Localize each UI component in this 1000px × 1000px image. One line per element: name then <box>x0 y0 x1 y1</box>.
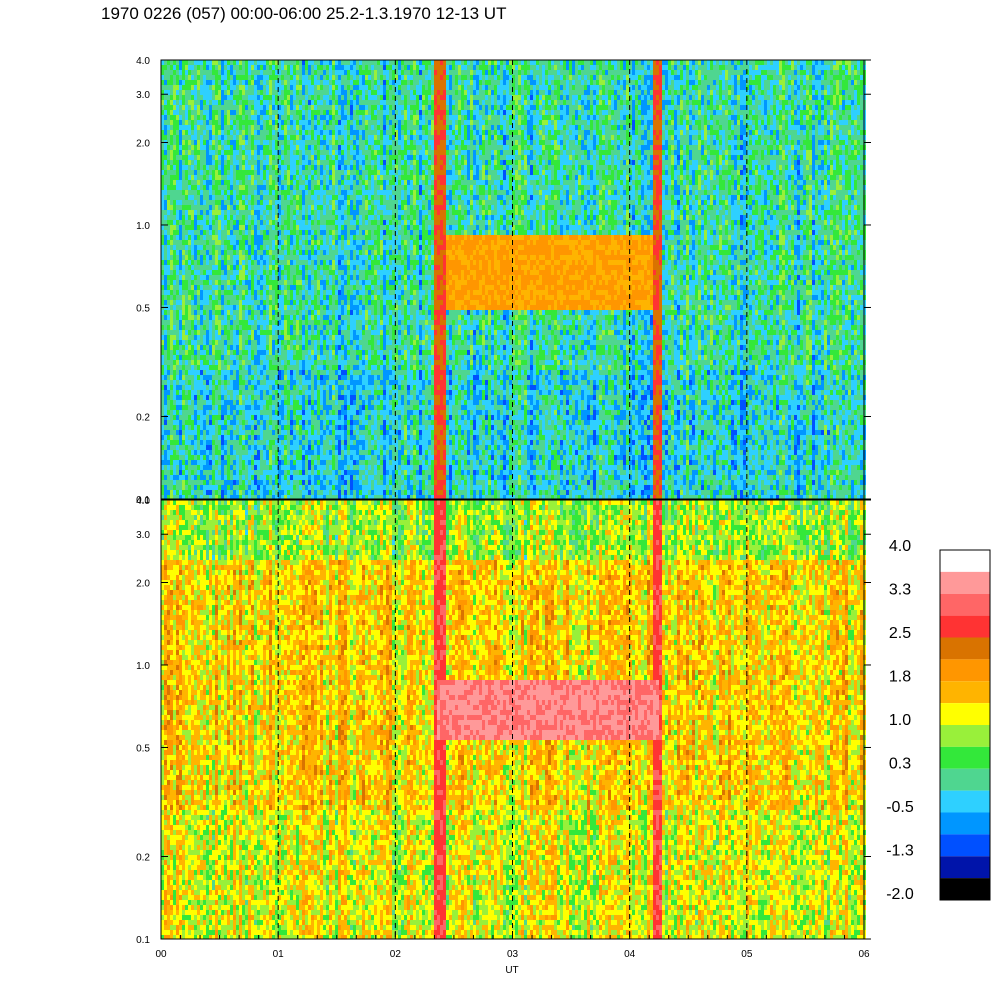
colorbar-label: 2.5 <box>889 625 911 642</box>
y-tick-label: 3.0 <box>136 90 150 101</box>
colorbar-segment <box>940 550 990 572</box>
colorbar-segment <box>940 571 990 594</box>
colorbar-label: -1.3 <box>886 843 914 860</box>
colorbar-label: 4.0 <box>889 538 911 555</box>
x-axis-label: UT <box>505 965 518 976</box>
colorbar-segment <box>940 681 990 704</box>
spectrogram-panels <box>161 60 866 939</box>
colorbar-label: -2.0 <box>886 886 914 903</box>
colorbar-frame <box>939 549 991 901</box>
spectrogram-panel-bottom <box>161 500 866 939</box>
y-tick-label: 0.2 <box>136 413 150 424</box>
colorbar-label: 1.0 <box>889 712 911 729</box>
colorbar: 4.0 3.3 2.5 1.8 1.0 0.3 -0.5 -1.3 -2.0 <box>886 538 991 903</box>
colorbar-segment <box>940 878 990 900</box>
x-tick-label: 01 <box>273 949 285 960</box>
colorbar-label: 1.8 <box>889 669 911 686</box>
y-tick-label: 0.5 <box>136 303 150 314</box>
colorbar-label: 3.3 <box>889 582 911 599</box>
page-title: 1970 0226 (057) 00:00-06:00 25.2-1.3.197… <box>101 4 506 24</box>
x-tick-label: 02 <box>390 949 402 960</box>
x-tick-label: 04 <box>624 949 636 960</box>
y-tick-label: 0.5 <box>136 743 150 754</box>
colorbar-segment <box>940 637 990 660</box>
y-tick-label: 2.0 <box>136 578 150 589</box>
y-tick-label: 2.0 <box>136 138 150 149</box>
colorbar-segment <box>940 812 990 835</box>
colorbar-segment <box>940 659 990 682</box>
colorbar-segment <box>940 615 990 638</box>
colorbar-segment <box>940 790 990 813</box>
y-tick-label: 3.0 <box>136 530 150 541</box>
colorbar-segment <box>940 768 990 791</box>
y-tick-label: 4.0 <box>136 496 150 507</box>
y-tick-label: 4.0 <box>136 56 150 67</box>
x-tick-label: 06 <box>858 949 870 960</box>
spectrogram-panel-top <box>161 60 866 499</box>
colorbar-segment <box>940 725 990 747</box>
colorbar-segment <box>940 703 990 725</box>
colorbar-segment <box>940 746 990 769</box>
axis-ticks: 0.10.20.51.02.03.04.00.10.20.51.02.03.04… <box>136 56 871 960</box>
x-tick-label: 05 <box>741 949 753 960</box>
y-tick-label: 0.1 <box>136 495 150 506</box>
y-tick-label: 0.1 <box>136 935 150 946</box>
x-tick-label: 03 <box>507 949 519 960</box>
y-tick-label: 0.2 <box>136 853 150 864</box>
y-tick-label: 1.0 <box>136 661 150 672</box>
y-tick-label: 1.0 <box>136 221 150 232</box>
colorbar-segment <box>940 593 990 616</box>
colorbar-label: -0.5 <box>886 799 914 816</box>
panel-frame-1 <box>160 59 865 500</box>
x-tick-label: 00 <box>155 949 167 960</box>
hour-grid-lines <box>277 60 748 939</box>
colorbar-segment <box>940 834 990 857</box>
colorbar-segment <box>940 856 990 879</box>
colorbar-label: 0.3 <box>889 756 911 773</box>
